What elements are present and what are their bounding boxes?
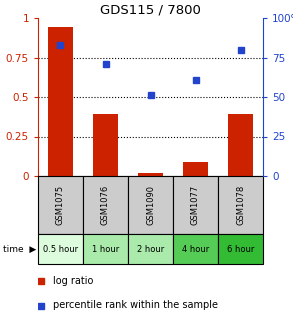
Text: 2 hour: 2 hour [137,245,164,253]
Text: 0.5 hour: 0.5 hour [43,245,78,253]
Text: 6 hour: 6 hour [227,245,254,253]
Bar [173,234,218,264]
Text: 4 hour: 4 hour [182,245,209,253]
Bar [83,176,128,234]
Bar [38,234,83,264]
Text: GSM1076: GSM1076 [101,185,110,225]
Text: GSM1078: GSM1078 [236,185,245,225]
Bar [83,234,128,264]
Text: percentile rank within the sample: percentile rank within the sample [53,300,218,310]
Bar [93,114,118,176]
Bar [128,234,173,264]
Bar [38,176,83,234]
Text: time  ▶: time ▶ [3,245,36,253]
Bar [218,176,263,234]
Title: GDS115 / 7800: GDS115 / 7800 [100,4,201,17]
Bar [48,28,73,176]
Bar [173,176,218,234]
Bar [128,176,173,234]
Text: 1 hour: 1 hour [92,245,119,253]
Bar [138,173,163,176]
Text: log ratio: log ratio [53,276,94,286]
Bar [183,162,208,176]
Bar [218,234,263,264]
Text: GSM1077: GSM1077 [191,185,200,225]
Text: GSM1090: GSM1090 [146,185,155,225]
Text: GSM1075: GSM1075 [56,185,65,225]
Bar [228,114,253,176]
